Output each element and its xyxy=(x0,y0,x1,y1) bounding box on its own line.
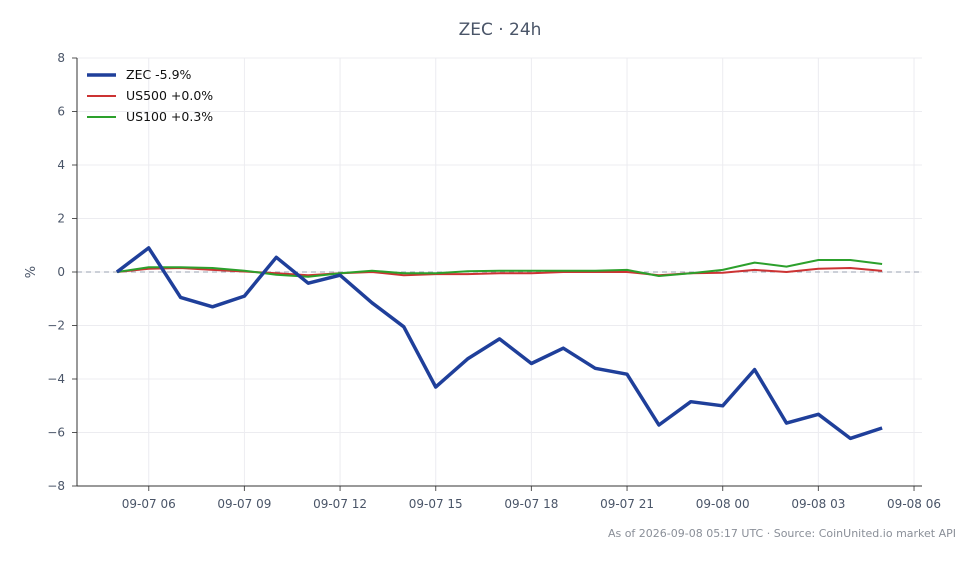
chart-title: ZEC · 24h xyxy=(458,20,542,40)
x-tick-label: 09-08 00 xyxy=(696,497,750,511)
axes: −8 −6 −4 −2 0 2 4 6 8 09-07 06 09-07 09 09-07 12 09-… xyxy=(47,51,941,511)
y-tick-label: 8 xyxy=(57,51,65,65)
legend-label: ZEC -5.9% xyxy=(126,67,192,82)
series-lines xyxy=(115,246,883,441)
x-tick-label: 09-07 18 xyxy=(504,497,558,511)
grid-lines xyxy=(77,57,922,487)
source-footer: As of 2026-09-08 05:17 UTC · Source: Coi… xyxy=(607,527,956,540)
y-tick-label: −6 xyxy=(47,426,65,440)
series-line-us100 xyxy=(116,259,883,278)
x-tick-label: 09-07 09 xyxy=(217,497,271,511)
y-tick-label: 0 xyxy=(57,265,65,279)
x-tick-label: 09-07 21 xyxy=(600,497,654,511)
x-tick-label: 09-07 15 xyxy=(409,497,463,511)
y-axis-label: % xyxy=(24,266,39,278)
x-tick-label: 09-08 03 xyxy=(791,497,845,511)
y-tick-label: 4 xyxy=(57,158,65,172)
y-tick-label: 2 xyxy=(57,212,65,226)
series-line-zec xyxy=(115,246,883,441)
x-tick-label: 09-07 12 xyxy=(313,497,367,511)
legend-label: US100 +0.3% xyxy=(126,109,213,124)
y-tick-label: −2 xyxy=(47,319,65,333)
y-tick-label: −8 xyxy=(47,479,65,493)
y-tick-label: 6 xyxy=(57,105,65,119)
x-tick-label: 09-07 06 xyxy=(122,497,176,511)
y-tick-label: −4 xyxy=(47,372,65,386)
legend: ZEC -5.9% US500 +0.0% US100 +0.3% xyxy=(87,67,213,124)
legend-label: US500 +0.0% xyxy=(126,88,213,103)
x-tick-label: 09-08 06 xyxy=(887,497,941,511)
